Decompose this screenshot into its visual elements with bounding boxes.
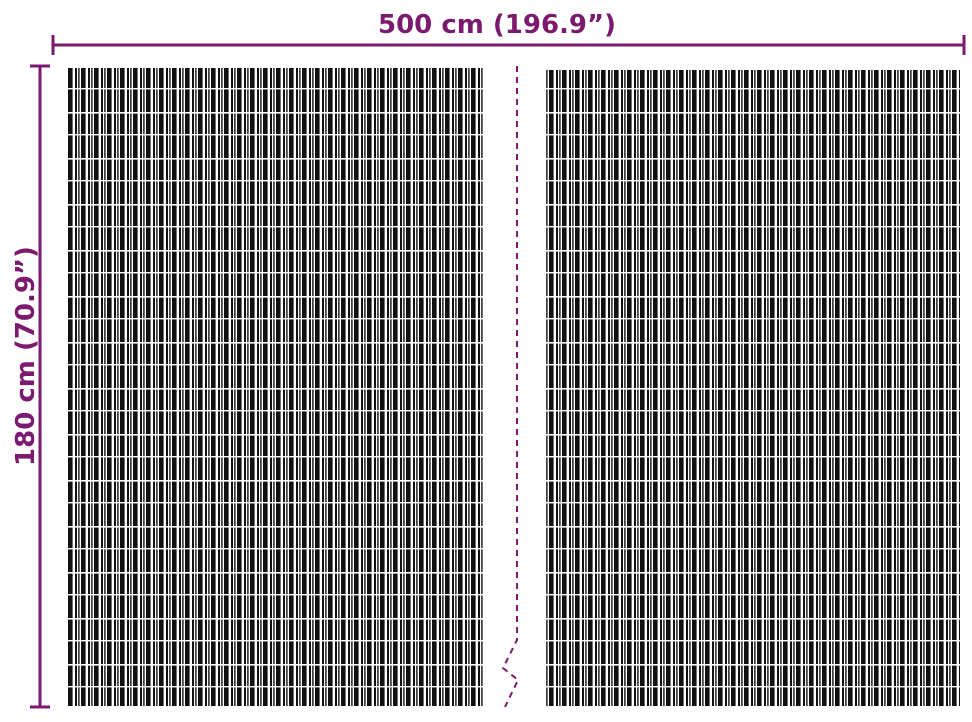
height-label: 180 cm (70.9”) [11,246,41,466]
reed-panel-left [68,68,484,706]
width-label: 500 cm (196.9”) [378,10,616,40]
height-dimension [30,64,50,709]
panel-separator [501,66,520,708]
width-dimension [51,35,966,55]
reed-panel-right [545,70,960,706]
